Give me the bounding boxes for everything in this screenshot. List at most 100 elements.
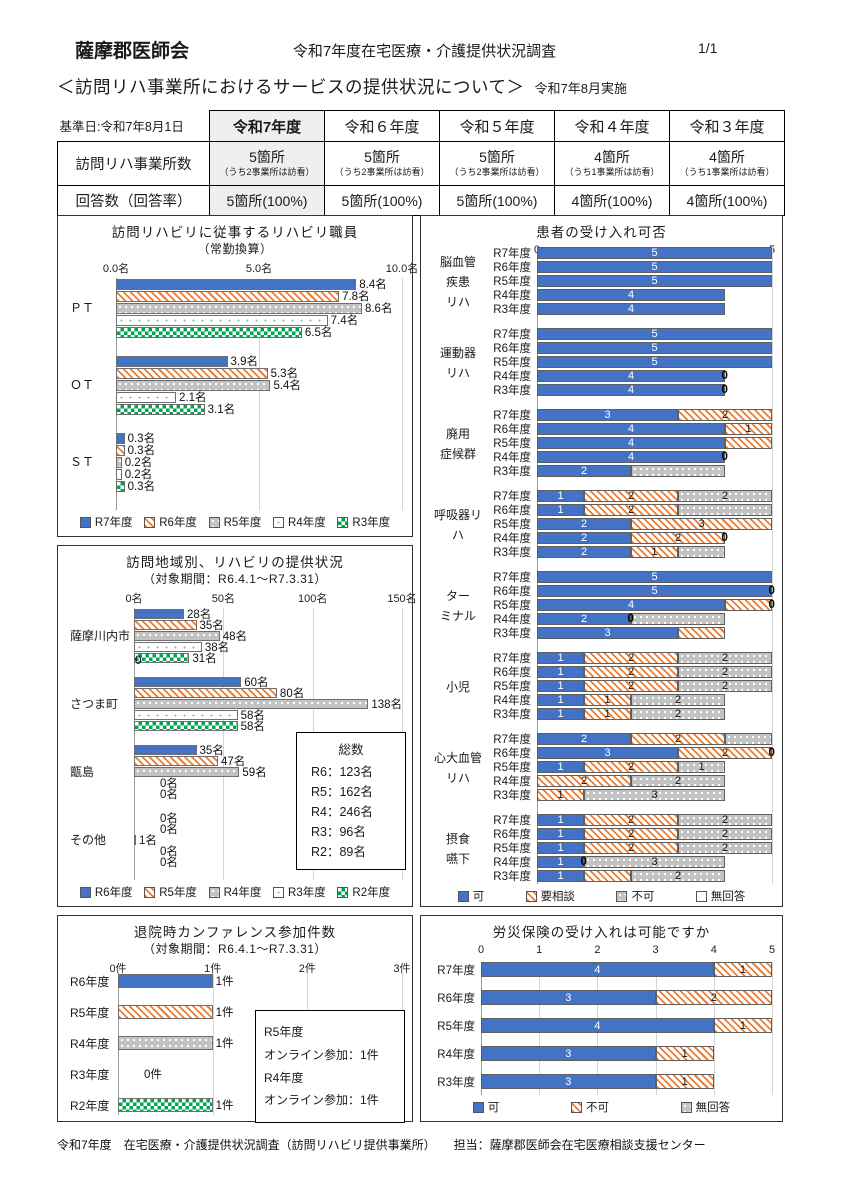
group-bars: 35名 47名 59名 0名 0名 (134, 744, 402, 801)
row-label: R4年度 (493, 371, 531, 384)
bar-value-label: 3.1名 (207, 404, 236, 417)
segment-label: 2 (721, 828, 729, 841)
stacked-bar: 1 2 2 (537, 652, 772, 665)
bar-group: 薩摩川内市 28名 35名 48名 38名 31名 0 (68, 608, 402, 667)
bar-group: その他 0名 0名 1名 0名 0名 (68, 812, 402, 869)
segment-label: 4 (627, 303, 635, 316)
bar-segment: 1 (537, 680, 584, 693)
stacked-row: R4年度 4 (485, 289, 772, 302)
bar-segment: 2 (678, 490, 772, 503)
bar-segment: 5 (537, 275, 772, 288)
bar-segment: 4 (537, 303, 725, 316)
bar (134, 608, 185, 619)
chart-title: 労災保険の受け入れは可能ですか (492, 925, 711, 940)
bar-value-label: 0名 (160, 856, 178, 869)
row-bars: 1件 (118, 1097, 402, 1115)
chart-subtitle: （対象期間：R6.4.1～R7.3.31） (143, 942, 327, 957)
row-label: R5年度 (493, 357, 531, 370)
legend-item: R6年度 (79, 884, 133, 900)
stacked-bar: 1 2 1 (537, 761, 772, 774)
segment-label: 1 (604, 694, 611, 707)
segment-label: 5 (651, 275, 658, 288)
segment-label: 4 (594, 1019, 601, 1032)
segment-label: 1 (681, 1075, 688, 1088)
group-rows: R7年度 5 R6年度 5 0 R5年度 4 0 R4年度 2 0 R3年度 3 (485, 571, 775, 641)
bar-segment: 2 (537, 518, 631, 531)
segment-label: 2 (674, 694, 682, 707)
row-label: R3年度 (70, 1068, 110, 1082)
chart-legend: 可 不可 無回答 (431, 1099, 772, 1115)
bar (118, 974, 213, 988)
bar-segment: 2 (584, 666, 678, 679)
row-label: R5年度 (493, 762, 531, 775)
bar-segment: 2 (631, 694, 725, 707)
legend-label: R7年度 (94, 517, 133, 529)
row-label: R5年度 (493, 438, 531, 451)
legend-swatch (79, 886, 91, 898)
group-label: ター ミナル (439, 588, 476, 624)
cell-sub: （うち2事業所は訪看） (334, 166, 430, 177)
stacked-row: R3年度 3 1 (431, 1074, 772, 1090)
row-bars: 1件 (118, 973, 402, 991)
legend-item: R5年度 (208, 514, 261, 530)
bar (116, 367, 268, 379)
bar-segment: 5 (537, 356, 772, 369)
bar-value-label: 1名 (139, 834, 157, 847)
row-label: R7年度 (493, 248, 531, 261)
bar-value-label: 1件 (215, 976, 234, 988)
segment-label: 2 (721, 680, 729, 693)
table-cell: 4箇所(100%) (554, 185, 670, 216)
stacked-group: 廃用 症候群 R7年度 3 2 R6年度 4 1 R5年度 4 R4年度 4 0 R3年度 2 (431, 409, 772, 479)
legend-label: R3年度 (352, 517, 391, 529)
bar-segment: 2 (537, 733, 631, 746)
segment-label: 2 (721, 842, 729, 855)
bar-value-label: 80名 (279, 687, 305, 700)
stacked-bar: 5 (537, 342, 772, 355)
stacked-row: R7年度 4 1 (431, 962, 772, 978)
group-label: その他 (70, 832, 107, 847)
bar-row: 8.6名 (116, 302, 402, 315)
bar-segment: 3 (537, 409, 678, 422)
segment-label: 5 (651, 585, 658, 598)
bar-segment: 5 (537, 585, 772, 598)
segment-label: 4 (627, 599, 635, 612)
row-label: R3年度 (493, 871, 531, 884)
bar (116, 355, 228, 367)
row-label: R6年度 (493, 586, 531, 599)
bar-segment: 3 (537, 747, 678, 760)
bar (116, 432, 125, 444)
bar-segment: 2 (584, 504, 678, 517)
segment-label: 2 (627, 666, 635, 679)
row-label: R3年度 (493, 466, 531, 479)
segment-label: 4 (627, 437, 635, 450)
organization-name: 薩摩郡医師会 (75, 41, 190, 62)
axis-tick-label: 1 (536, 944, 543, 957)
stacked-row: R7年度 1 2 2 (485, 652, 772, 665)
row-label: R4年度 (493, 776, 531, 789)
segment-label: 1 (557, 789, 564, 802)
segment-label: 1 (557, 666, 564, 679)
stacked-bar: 5 (537, 356, 772, 369)
bar-row: 7.8名 (116, 290, 402, 304)
segment-label: 2 (580, 733, 588, 746)
bar-prefix-label: 0 (135, 654, 142, 667)
segment-label: 2 (674, 708, 682, 721)
section-title: ＜訪問リハ事業所におけるサービスの提供状況について＞ (57, 77, 525, 97)
group-label: ＳＴ (70, 455, 95, 470)
bar-row: 0名 (134, 856, 402, 869)
stacked-bar: 1 2 2 (537, 490, 772, 503)
chart-plot: 脳血管 疾患 リハ R7年度 5 R6年度 5 R5年度 5 R4年度 4 R3年度 4 運動器 リハ… (431, 247, 775, 885)
segment-label: 1 (557, 856, 564, 869)
stacked-group: 運動器 リハ R7年度 5 R6年度 5 R5年度 5 R4年度 4 0 R3年度 4 0 (431, 328, 772, 398)
row-label: R5年度 (493, 681, 531, 694)
bar-row: 60名 (134, 676, 402, 689)
bar-segment: 5 (537, 328, 772, 341)
bar-value-label: 7.8名 (342, 291, 370, 304)
row-label: R7年度 (493, 329, 531, 342)
segment-label: 3 (698, 518, 705, 531)
table-header-row: 基準日:令和7年8月1日 令和7年度 令和６年度 令和５年度 令和４年度 令和３… (58, 110, 785, 142)
legend-item: R6年度 (144, 514, 197, 530)
